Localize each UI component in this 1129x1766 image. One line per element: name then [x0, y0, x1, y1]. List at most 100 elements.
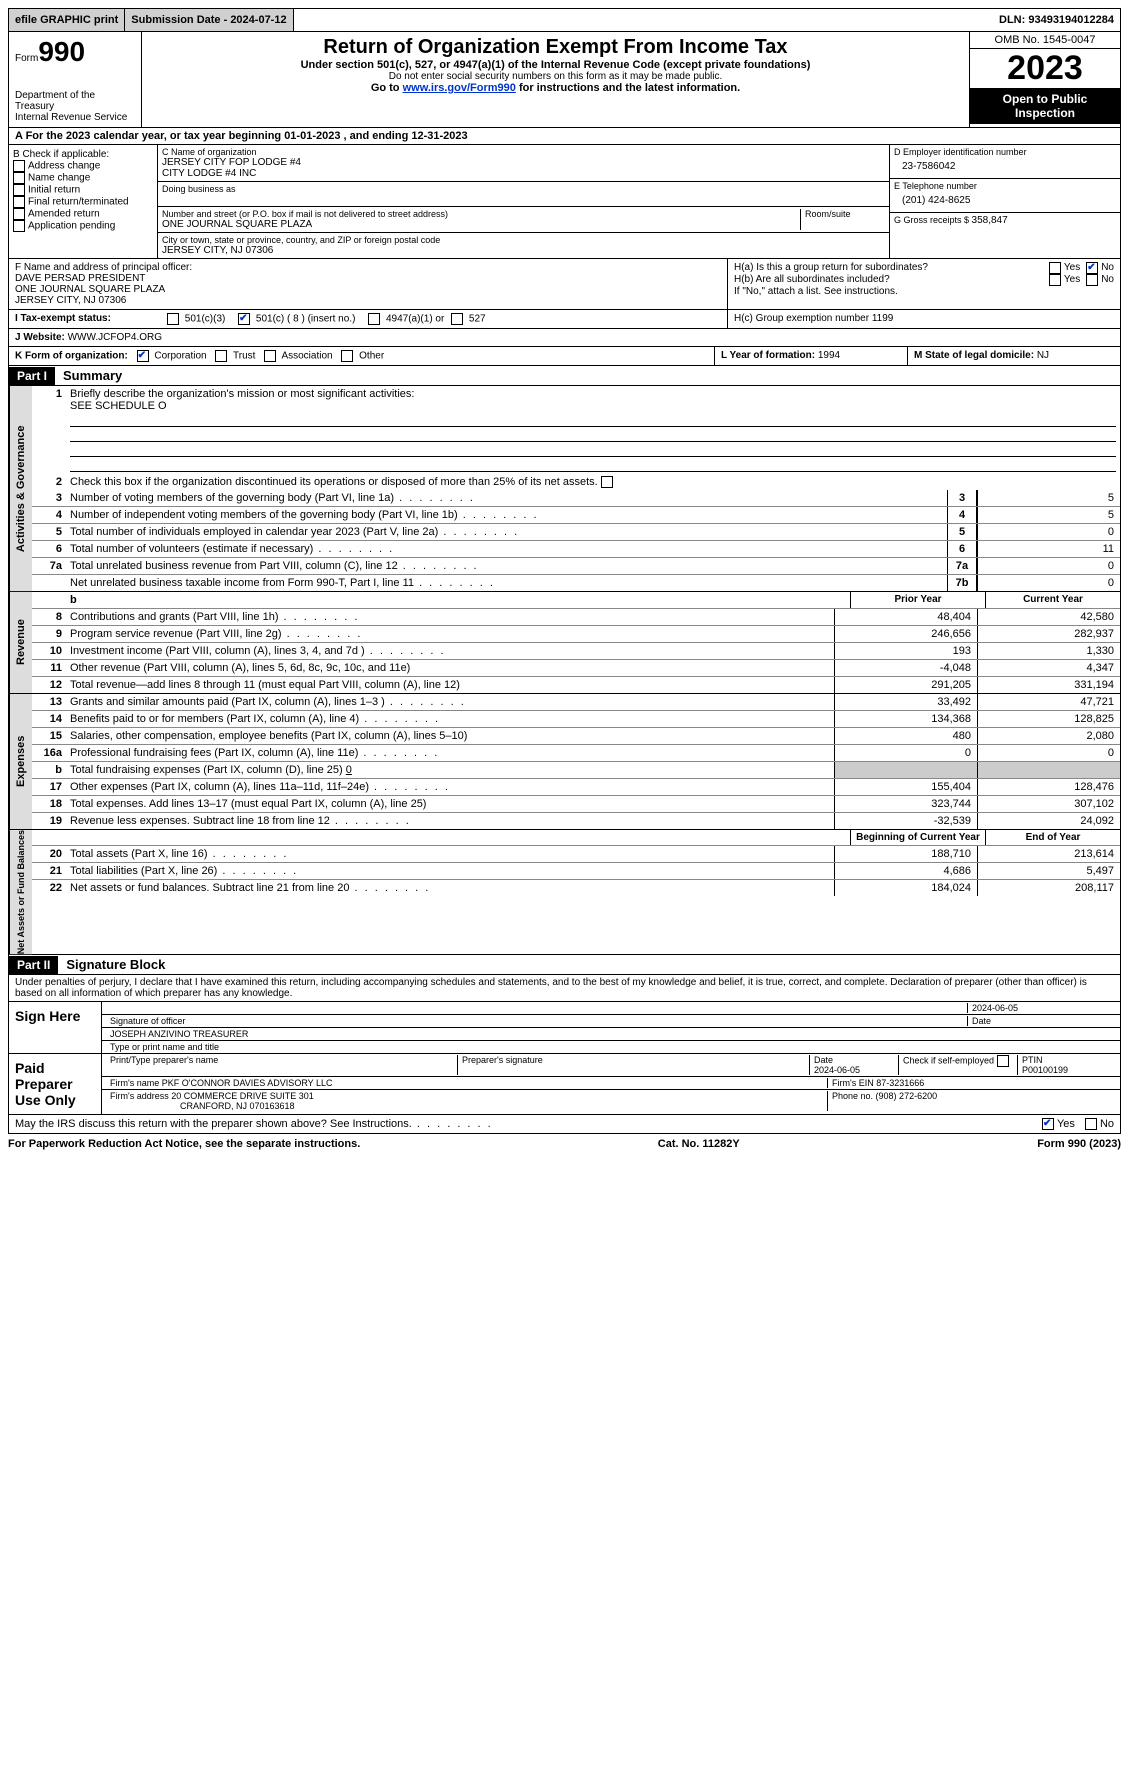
cb-name-change[interactable] — [13, 172, 25, 184]
firm-ein: 87-3231666 — [876, 1078, 924, 1088]
ptin-value: P00100199 — [1022, 1065, 1068, 1075]
hdr-prior: Prior Year — [850, 592, 985, 608]
subtitle-2: Do not enter social security numbers on … — [148, 71, 963, 82]
val-5: 0 — [977, 524, 1120, 540]
section-activities-governance: Activities & Governance 1 Briefly descri… — [8, 386, 1121, 592]
val-4: 5 — [977, 507, 1120, 523]
website-value: WWW.JCFOP4.ORG — [68, 332, 162, 343]
val-16b: 0 — [346, 764, 352, 776]
val-7b: 0 — [977, 575, 1120, 591]
firm-phone: (908) 272-6200 — [876, 1091, 938, 1101]
paid-preparer-block: Paid Preparer Use Only Print/Type prepar… — [8, 1054, 1121, 1115]
vlabel-ag: Activities & Governance — [9, 386, 32, 591]
section-revenue: Revenue bPrior YearCurrent Year 8Contrib… — [8, 592, 1121, 694]
j-label: J Website: — [15, 332, 68, 343]
cb-assoc[interactable] — [264, 350, 276, 362]
city-state-zip: JERSEY CITY, NJ 07306 — [162, 245, 885, 256]
q1-value: SEE SCHEDULE O — [70, 400, 167, 412]
section-expenses: Expenses 13Grants and similar amounts pa… — [8, 694, 1121, 830]
form-prefix: Form — [15, 53, 38, 64]
val-6: 11 — [977, 541, 1120, 557]
officer-name: DAVE PERSAD PRESIDENT — [15, 273, 721, 284]
ein-value: 23-7586042 — [894, 157, 1116, 176]
title-block: Return of Organization Exempt From Incom… — [142, 32, 969, 127]
cb-final-return[interactable] — [13, 196, 25, 208]
ha-label: H(a) Is this a group return for subordin… — [734, 262, 1049, 274]
submission-date-button[interactable]: Submission Date - 2024-07-12 — [125, 9, 293, 31]
cb-4947[interactable] — [368, 313, 380, 325]
box-deg: D Employer identification number 23-7586… — [889, 145, 1120, 258]
discuss-yes[interactable] — [1042, 1118, 1054, 1130]
subtitle-3: Go to www.irs.gov/Form990 for instructio… — [148, 82, 963, 94]
part2-badge: Part II — [9, 956, 58, 974]
hb-yes[interactable] — [1049, 274, 1061, 286]
row-a-tax-year: A For the 2023 calendar year, or tax yea… — [8, 128, 1121, 145]
hc-value: 1199 — [872, 313, 894, 324]
val-3: 5 — [977, 490, 1120, 506]
org-name-1: JERSEY CITY FOP LODGE #4 — [162, 157, 885, 168]
state-domicile: NJ — [1037, 350, 1049, 361]
box-b-label: B Check if applicable: — [13, 149, 153, 160]
perjury-text: Under penalties of perjury, I declare th… — [8, 975, 1121, 1002]
ha-no[interactable] — [1086, 262, 1098, 274]
hc-row: H(c) Group exemption number 1199 — [727, 310, 1120, 328]
form-header: Form990 Department of the Treasury Inter… — [8, 32, 1121, 128]
i-label: I Tax-exempt status: — [9, 310, 161, 328]
gross-label: G Gross receipts $ — [894, 215, 972, 225]
part2-title: Signature Block — [58, 955, 173, 974]
vlabel-rev: Revenue — [9, 592, 32, 693]
officer-name-title: JOSEPH ANZIVINO TREASURER — [106, 1029, 1116, 1039]
vlabel-exp: Expenses — [9, 694, 32, 829]
footer-mid: Cat. No. 11282Y — [658, 1138, 740, 1150]
year-block: OMB No. 1545-0047 2023 Open to Public In… — [969, 32, 1120, 127]
form-number: 990 — [38, 36, 85, 67]
ha-yes[interactable] — [1049, 262, 1061, 274]
cb-501c[interactable] — [238, 313, 250, 325]
efile-print-button[interactable]: efile GRAPHIC print — [9, 9, 125, 31]
dept-label: Department of the Treasury Internal Reve… — [15, 90, 135, 123]
box-h: H(a) Is this a group return for subordin… — [728, 259, 1120, 309]
paid-preparer-label: Paid Preparer Use Only — [9, 1054, 102, 1114]
hb-no[interactable] — [1086, 274, 1098, 286]
cb-initial-return[interactable] — [13, 184, 25, 196]
tax-year: 2023 — [970, 49, 1120, 88]
k-label: K Form of organization: — [15, 351, 128, 362]
cb-address-change[interactable] — [13, 160, 25, 172]
cb-discontinued[interactable] — [601, 476, 613, 488]
form-title: Return of Organization Exempt From Incom… — [148, 36, 963, 59]
subtitle-1: Under section 501(c), 527, or 4947(a)(1)… — [148, 59, 963, 71]
ein-label: D Employer identification number — [894, 147, 1116, 157]
part1-header: Part I Summary — [8, 366, 1121, 386]
hdr-end: End of Year — [985, 830, 1120, 845]
firm-name: PKF O'CONNOR DAVIES ADVISORY LLC — [162, 1078, 333, 1088]
year-formation: 1994 — [818, 350, 840, 361]
part2-header: Part II Signature Block — [8, 955, 1121, 975]
row-j: J Website: WWW.JCFOP4.ORG — [8, 329, 1121, 347]
discuss-no[interactable] — [1085, 1118, 1097, 1130]
cb-trust[interactable] — [215, 350, 227, 362]
dln-label: DLN: 93493194012284 — [993, 9, 1120, 31]
firm-addr1: 20 COMMERCE DRIVE SUITE 301 — [171, 1091, 314, 1101]
cb-amended[interactable] — [13, 208, 25, 220]
officer-addr2: JERSEY CITY, NJ 07306 — [15, 295, 721, 306]
cb-501c3[interactable] — [167, 313, 179, 325]
cb-app-pending[interactable] — [13, 220, 25, 232]
cb-other[interactable] — [341, 350, 353, 362]
hdr-curr: Current Year — [985, 592, 1120, 608]
top-bar: efile GRAPHIC print Submission Date - 20… — [8, 8, 1121, 32]
box-b: B Check if applicable: Address change Na… — [9, 145, 158, 258]
cb-527[interactable] — [451, 313, 463, 325]
hdr-beg: Beginning of Current Year — [850, 830, 985, 845]
form990-link[interactable]: www.irs.gov/Form990 — [403, 82, 516, 94]
row-i: I Tax-exempt status: 501(c)(3) 501(c) ( … — [8, 310, 1121, 329]
street-address: ONE JOURNAL SQUARE PLAZA — [162, 219, 800, 230]
form-id-block: Form990 Department of the Treasury Inter… — [9, 32, 142, 127]
row-klm: K Form of organization: Corporation Trus… — [8, 347, 1121, 366]
omb-number: OMB No. 1545-0047 — [970, 32, 1120, 49]
hb-label: H(b) Are all subordinates included? — [734, 274, 1049, 286]
cb-corp[interactable] — [137, 350, 149, 362]
firm-addr2: CRANFORD, NJ 070163618 — [180, 1101, 295, 1111]
cb-self-employed[interactable] — [997, 1055, 1009, 1067]
val-7a: 0 — [977, 558, 1120, 574]
phone-label: E Telephone number — [894, 181, 1116, 191]
